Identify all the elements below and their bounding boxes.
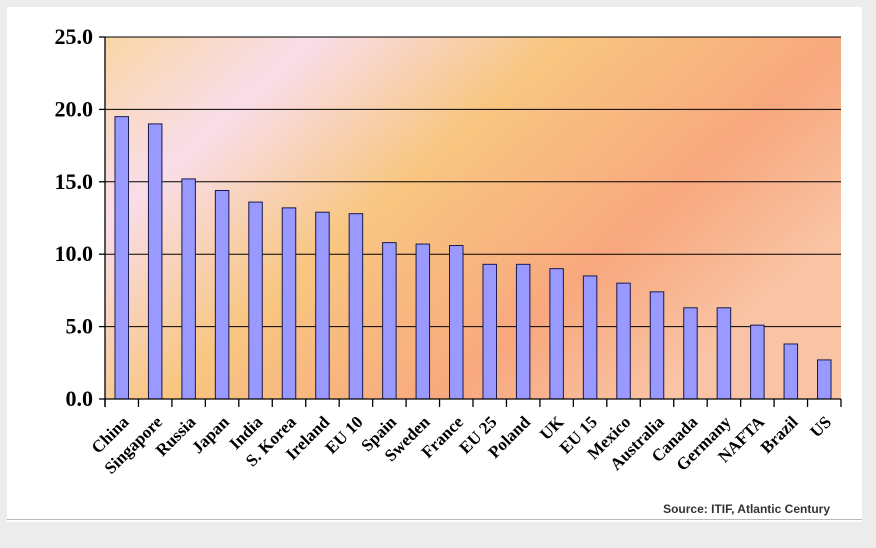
bar bbox=[716, 307, 732, 400]
bar-chart: 0.0 5.0 10.0 15.0 20.0 25.0 ChinaSingaporeRus… bbox=[55, 24, 842, 478]
x-tick-label: US bbox=[806, 412, 835, 441]
y-tick-label: 5.0 bbox=[66, 314, 94, 339]
y-tick-label: 0.0 bbox=[66, 386, 94, 411]
bar bbox=[181, 178, 196, 400]
bar bbox=[214, 189, 230, 400]
bar bbox=[582, 275, 598, 400]
bar bbox=[683, 307, 698, 400]
bar bbox=[817, 359, 832, 400]
bar bbox=[147, 123, 163, 400]
y-tick-label: 25.0 bbox=[55, 24, 94, 49]
bar bbox=[315, 211, 330, 400]
bar bbox=[482, 263, 497, 400]
bar bbox=[248, 201, 263, 400]
bar bbox=[281, 207, 297, 400]
y-tick-labels: 0.0 5.0 10.0 15.0 20.0 25.0 bbox=[55, 24, 94, 411]
y-tick-label: 15.0 bbox=[55, 169, 94, 194]
bar bbox=[515, 263, 531, 400]
bar bbox=[114, 116, 129, 400]
bar bbox=[449, 245, 464, 400]
y-tick-label: 20.0 bbox=[55, 96, 94, 121]
x-tick-label: Japan bbox=[188, 412, 233, 457]
bar bbox=[750, 324, 765, 400]
bar bbox=[415, 243, 431, 400]
source-caption: Source: ITIF, Atlantic Century bbox=[663, 502, 830, 516]
y-tick-label: 10.0 bbox=[55, 241, 94, 266]
x-tick-label: EU 10 bbox=[322, 412, 367, 457]
axes bbox=[99, 36, 842, 407]
bar bbox=[649, 291, 665, 400]
bottom-divider bbox=[7, 519, 862, 520]
chart-frame: 0.0 5.0 10.0 15.0 20.0 25.0 China Singapore Rus… bbox=[7, 7, 862, 522]
bar bbox=[549, 268, 564, 400]
bar bbox=[382, 242, 397, 400]
bar bbox=[783, 343, 799, 400]
bar bbox=[348, 213, 364, 400]
x-tick-label: Brazil bbox=[757, 412, 802, 457]
bar bbox=[616, 282, 631, 400]
